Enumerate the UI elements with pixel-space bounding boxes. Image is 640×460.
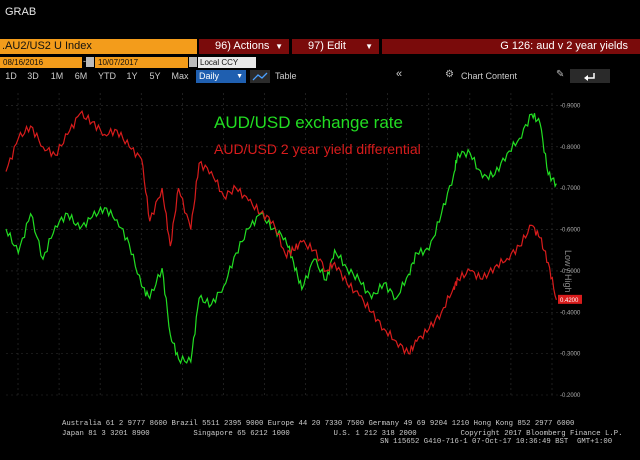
period-1m[interactable]: 1M	[50, 71, 64, 81]
legend-yield-differential: AUD/USD 2 year yield differential	[214, 141, 421, 157]
legend-exchange-rate: AUD/USD exchange rate	[214, 113, 403, 132]
y-axis-label: Low / High	[563, 250, 573, 293]
yield-last-value: 0.4200	[560, 298, 579, 304]
grid-lines	[6, 93, 580, 396]
edit-menu-button[interactable]: 97) Edit ▼	[292, 39, 379, 54]
left-tick-label: -0.2000	[560, 393, 581, 399]
edit-number: 97)	[308, 40, 324, 52]
left-tick-label: -0.6000	[560, 228, 581, 234]
date-separator: -	[83, 56, 86, 66]
period-5y[interactable]: 5Y	[149, 71, 161, 81]
actions-number: 96)	[215, 40, 231, 52]
series-lines	[5, 109, 557, 365]
end-date-field[interactable]: 10/07/2017	[95, 57, 188, 68]
dropdown-arrow-icon: ▼	[236, 73, 243, 80]
left-tick-label: -0.4000	[560, 310, 581, 316]
footer-serial: SN 115652 G410-716-1 07-Oct-17 10:36:49 …	[380, 438, 613, 446]
start-date-field[interactable]: 08/16/2016	[0, 57, 82, 68]
table-button[interactable]: Table	[275, 71, 297, 81]
chart-content-button[interactable]: Chart Content	[461, 71, 518, 81]
page-title: G 126: aud v 2 year yields	[382, 39, 640, 54]
actions-menu-button[interactable]: 96) Actions ▼	[199, 39, 289, 54]
period-ytd[interactable]: YTD	[98, 71, 116, 81]
chart-area: AugSepOctNovDecJanFebMarAprMayJunJulAugS…	[5, 93, 582, 399]
axis-ticks: AugSepOctNovDecJanFebMarAprMayJunJulAugS…	[558, 103, 582, 399]
series-line-yield	[5, 109, 557, 356]
left-tick-label: -0.5000	[560, 269, 581, 275]
calendar-icon[interactable]	[189, 57, 197, 67]
footer-contacts: Australia 61 2 9777 8600 Brazil 5511 239…	[62, 420, 575, 428]
gear-icon[interactable]: ⚙	[445, 69, 454, 80]
dropdown-arrow-icon: ▼	[365, 42, 373, 51]
edit-label: Edit	[326, 40, 346, 52]
left-tick-label: -0.9000	[560, 103, 581, 109]
dropdown-arrow-icon: ▼	[275, 42, 283, 51]
period-1d[interactable]: 1D	[5, 71, 17, 81]
period-max[interactable]: Max	[171, 71, 189, 81]
series-line-exchange	[5, 113, 557, 365]
yield-last-badge-bg	[558, 294, 582, 304]
left-tick-label: -0.3000	[560, 352, 581, 358]
left-tick-label: -0.7000	[560, 186, 581, 192]
undo-button[interactable]	[570, 69, 610, 83]
period-3d[interactable]: 3D	[27, 71, 39, 81]
left-tick-label: -0.8000	[560, 145, 581, 151]
period-6m[interactable]: 6M	[74, 71, 88, 81]
currency-select[interactable]: Local CCY	[198, 57, 256, 68]
period-1y[interactable]: 1Y	[126, 71, 138, 81]
frequency-select[interactable]: Daily ▼	[196, 70, 246, 83]
footer-contacts-2: Japan 81 3 3201 8900 Singapore 65 6212 1…	[62, 430, 623, 438]
collapse-icon[interactable]: «	[396, 68, 403, 80]
chart-type-icon[interactable]	[250, 70, 270, 83]
edit-icon[interactable]: ✎	[556, 69, 565, 80]
grab-label: GRAB	[5, 6, 37, 18]
frequency-label: Daily	[199, 71, 220, 81]
yield-last-badge: 0.4200	[558, 294, 582, 304]
actions-label: Actions	[233, 40, 270, 52]
calendar-icon[interactable]	[86, 57, 94, 67]
ticker-field[interactable]: .AU2/US2 U Index	[0, 39, 197, 54]
